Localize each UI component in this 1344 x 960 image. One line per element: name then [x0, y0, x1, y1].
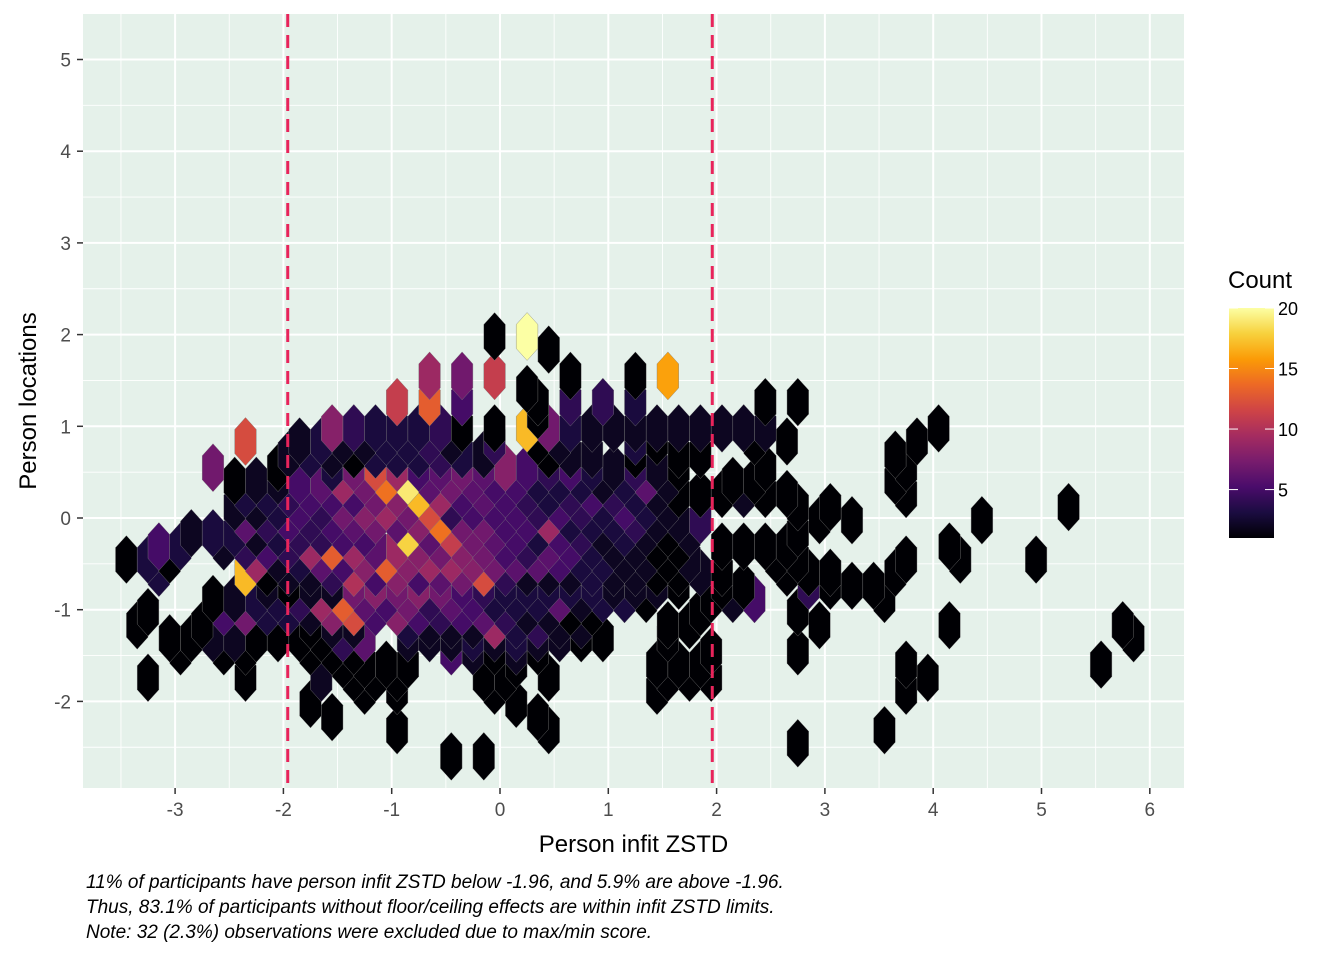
- legend-tick-label: 10: [1278, 420, 1298, 440]
- hex-cell: [895, 640, 918, 689]
- y-tick-label: 2: [60, 326, 71, 347]
- hex-cell: [938, 600, 961, 650]
- y-tick-label: -2: [54, 692, 71, 713]
- hex-cell: [483, 404, 506, 453]
- hex-cell: [895, 535, 918, 584]
- hex-cell: [776, 469, 798, 519]
- legend-colorbar: [1229, 308, 1274, 538]
- hex-cell: [624, 351, 647, 401]
- x-tick-label: 5: [1036, 800, 1047, 821]
- hex-cell: [1111, 600, 1134, 650]
- hexbin-chart: -3 -2 -1 0 1 2 3 4 5 6 -2 -1 0 1 2 3 4 5 Person infit ZS…: [15, 14, 1298, 858]
- hex-cell: [786, 719, 809, 768]
- x-tick-label: -1: [383, 800, 400, 821]
- x-tick-label: 6: [1145, 800, 1156, 821]
- x-axis-title: Person infit ZSTD: [539, 831, 728, 858]
- hex-cell: [786, 377, 809, 427]
- hex-cell: [201, 443, 225, 492]
- hex-cell: [537, 325, 560, 374]
- hex-cell: [516, 312, 539, 361]
- legend-ticks: 5 10 15 20: [1229, 299, 1298, 501]
- hex-cell: [386, 705, 409, 755]
- hex-cell: [970, 495, 993, 545]
- y-tick-label: 1: [60, 417, 71, 438]
- hex-cell: [819, 548, 842, 597]
- hexbin-cells: [115, 312, 1145, 781]
- hex-cell: [927, 404, 950, 453]
- x-tick-label: 2: [711, 800, 722, 821]
- hex-cell: [1025, 535, 1048, 584]
- hex-cell: [938, 522, 961, 571]
- color-legend: Count 5 10 15 20: [1228, 267, 1298, 538]
- hex-cell: [136, 653, 160, 702]
- hex-cell: [754, 377, 777, 427]
- hex-cell: [472, 732, 495, 781]
- hex-cell: [559, 351, 582, 401]
- y-tick-label: 3: [60, 234, 71, 255]
- hex-cell: [451, 351, 474, 401]
- hex-cell: [483, 351, 506, 401]
- hex-cell: [386, 377, 409, 427]
- x-tick-label: 0: [495, 800, 506, 821]
- y-tick-label: -1: [54, 601, 71, 622]
- x-tick-label: -3: [167, 800, 184, 821]
- x-tick-label: 3: [820, 800, 831, 821]
- y-axis-title: Person locations: [15, 312, 42, 489]
- x-tick-label: 4: [928, 800, 939, 821]
- y-tick-label: 4: [60, 142, 71, 163]
- hex-cell: [234, 417, 257, 466]
- caption-line-2: Thus, 83.1% of participants without floo…: [86, 897, 775, 918]
- caption-line-1: 11% of participants have person infit ZS…: [86, 872, 784, 893]
- hex-cell: [786, 627, 809, 676]
- y-tick-label: 5: [60, 51, 71, 72]
- legend-tick-label: 5: [1278, 481, 1288, 501]
- reference-lines: [286, 14, 714, 788]
- legend-tick-label: 15: [1278, 360, 1298, 380]
- hex-cell: [483, 312, 506, 361]
- hex-cell: [1057, 482, 1080, 532]
- hex-cell: [873, 705, 896, 755]
- legend-tick-label: 20: [1278, 299, 1298, 319]
- y-tick-label: 0: [60, 509, 71, 530]
- legend-title: Count: [1228, 267, 1292, 294]
- hex-cell: [656, 351, 679, 401]
- hex-cell: [819, 482, 842, 532]
- hex-cell: [591, 377, 614, 427]
- hex-cell: [136, 587, 160, 637]
- hex-cell: [418, 351, 441, 401]
- x-tick-label: 1: [603, 800, 614, 821]
- x-axis-ticks: -3 -2 -1 0 1 2 3 4 5 6: [167, 788, 1155, 821]
- hex-cell: [1089, 640, 1113, 689]
- hex-cell: [440, 732, 463, 781]
- hex-cell: [516, 364, 539, 414]
- y-axis-ticks: -2 -1 0 1 2 3 4 5: [54, 51, 83, 713]
- x-tick-label: -2: [275, 800, 292, 821]
- caption-line-3: Note: 32 (2.3%) observations were exclud…: [86, 922, 653, 943]
